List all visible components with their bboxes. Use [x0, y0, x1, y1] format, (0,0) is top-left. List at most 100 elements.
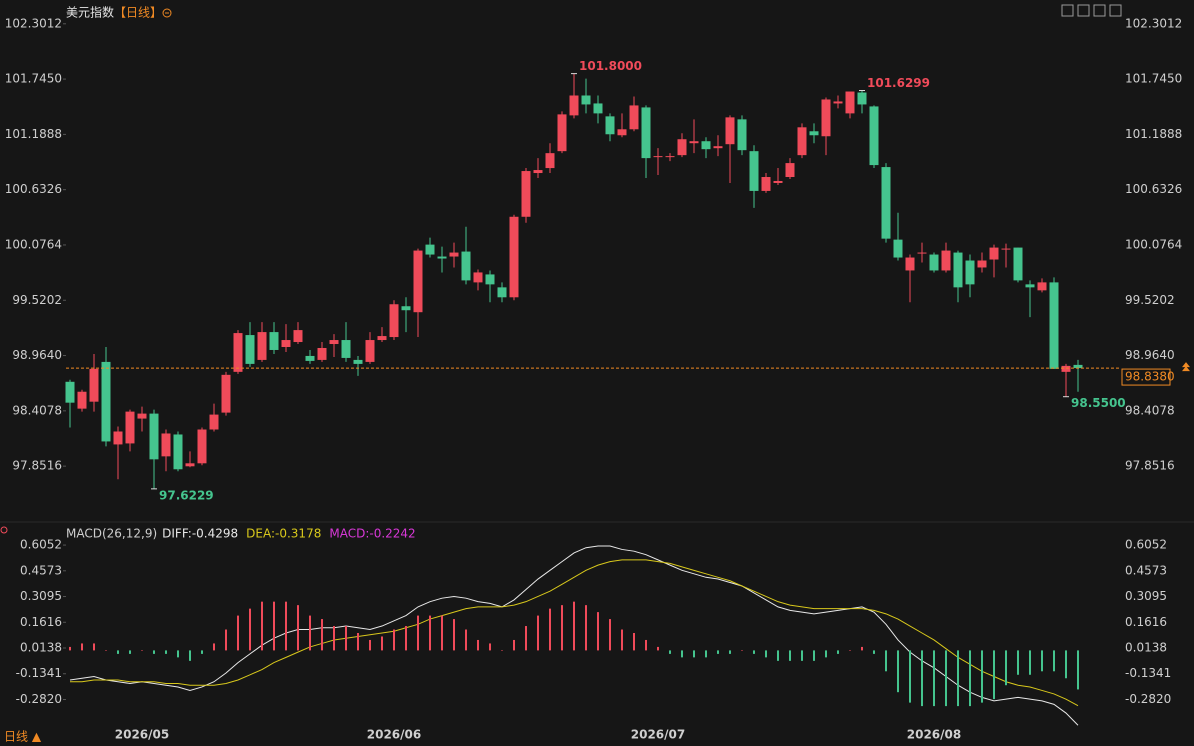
candle-body	[257, 332, 267, 360]
candle-body	[329, 340, 339, 345]
candle-body	[149, 413, 159, 460]
candle-body	[749, 151, 759, 191]
x-tick-label: 2026/05	[115, 728, 169, 742]
histogram-bar	[285, 601, 287, 651]
y2-tick-label: 99.5202	[1125, 293, 1175, 307]
histogram-bar	[657, 646, 659, 651]
y-tick-label: 100.0764	[5, 237, 62, 251]
candle-body	[233, 333, 243, 372]
candle-body	[569, 95, 579, 116]
candle-body	[869, 106, 879, 166]
period-switch[interactable]: 日线 ▲	[4, 730, 42, 744]
histogram-bar	[93, 643, 95, 651]
candle-body	[281, 340, 291, 347]
histogram-bar	[201, 650, 203, 654]
histogram-bar	[873, 650, 875, 654]
histogram-bar	[105, 650, 107, 651]
period-label[interactable]: 【日线】	[114, 6, 162, 20]
candle-body	[581, 95, 591, 105]
y2-tick-label: 0.6052	[1125, 538, 1167, 552]
histogram-bar	[861, 646, 863, 651]
y2-tick-label: 97.8516	[1125, 459, 1175, 473]
histogram-bar	[309, 615, 311, 651]
settings-icon[interactable]	[162, 8, 172, 18]
histogram-bar	[585, 605, 587, 651]
histogram-bar	[321, 619, 323, 651]
histogram-bar	[957, 650, 959, 707]
histogram-bar	[549, 608, 551, 651]
toolbar-button[interactable]	[1077, 4, 1090, 17]
histogram-bar	[1077, 650, 1079, 690]
histogram-bar	[897, 650, 899, 693]
y-tick-label: 98.9640	[12, 348, 62, 362]
candle-body	[941, 250, 951, 271]
candle-body	[173, 434, 183, 470]
y2-tick-label: 98.9640	[1125, 348, 1175, 362]
y-tick-label: 97.8516	[12, 459, 62, 473]
histogram-bar	[753, 650, 755, 654]
histogram-bar	[1041, 650, 1043, 672]
toolbar-button[interactable]	[1093, 4, 1106, 17]
candle-body	[509, 216, 519, 298]
candle-body	[197, 429, 207, 464]
annotation-label: 101.6299	[867, 76, 930, 90]
histogram-bar	[369, 639, 371, 651]
histogram-bar	[69, 646, 71, 651]
indicator-title: MACD(26,12,9)	[66, 527, 157, 541]
histogram-bar	[141, 650, 143, 651]
candle-body	[665, 156, 675, 158]
histogram-bar	[429, 615, 431, 651]
candle-body	[437, 256, 447, 259]
candle-body	[809, 131, 819, 136]
histogram-bar	[561, 605, 563, 651]
panel-icon[interactable]	[0, 526, 8, 534]
y2-tick-label: 0.1616	[1125, 615, 1167, 629]
histogram-bar	[417, 615, 419, 651]
candle-body	[1073, 364, 1083, 369]
last-price-label: 98.8380	[1125, 370, 1175, 384]
candle-body	[293, 330, 303, 343]
histogram-bar	[945, 650, 947, 707]
candle-body	[113, 431, 123, 445]
candle-body	[713, 146, 723, 149]
candle-body	[365, 340, 375, 362]
candle-body	[989, 247, 999, 260]
histogram-bar	[633, 632, 635, 651]
toolbar-button[interactable]	[1109, 4, 1122, 17]
toolbar-button[interactable]	[1061, 4, 1074, 17]
x-tick-label: 2026/08	[907, 728, 961, 742]
histogram-bar	[261, 601, 263, 651]
histogram-bar	[129, 650, 131, 654]
histogram-bar	[357, 632, 359, 651]
histogram-bar	[153, 650, 155, 654]
candle-body	[137, 413, 147, 419]
candle-body	[533, 170, 543, 174]
candle-body	[425, 244, 435, 255]
y-tick-label: 100.6326	[5, 182, 62, 196]
candle-body	[317, 347, 327, 360]
histogram-bar	[345, 626, 347, 651]
y-tick-label: 0.6052	[20, 538, 62, 552]
histogram-bar	[597, 612, 599, 651]
candle-body	[881, 167, 891, 239]
candle-body	[617, 129, 627, 136]
candle-body	[701, 141, 711, 150]
chart-title: 美元指数	[66, 5, 114, 20]
x-tick-label: 2026/06	[367, 728, 421, 742]
histogram-bar	[645, 639, 647, 651]
indicator-line	[70, 559, 1079, 707]
candle-body	[101, 361, 111, 442]
candle-body	[917, 252, 927, 254]
candle-body	[629, 105, 639, 130]
histogram-bar	[453, 619, 455, 651]
candle-body	[677, 139, 687, 156]
histogram-bar	[765, 650, 767, 658]
candle-body	[545, 153, 555, 169]
histogram-bar	[789, 650, 791, 661]
candle-body	[461, 251, 471, 281]
legend-label: DIFF:-0.4298	[162, 527, 238, 541]
y-tick-label: -0.2820	[16, 692, 62, 706]
y-tick-label: 102.3012	[5, 16, 62, 30]
